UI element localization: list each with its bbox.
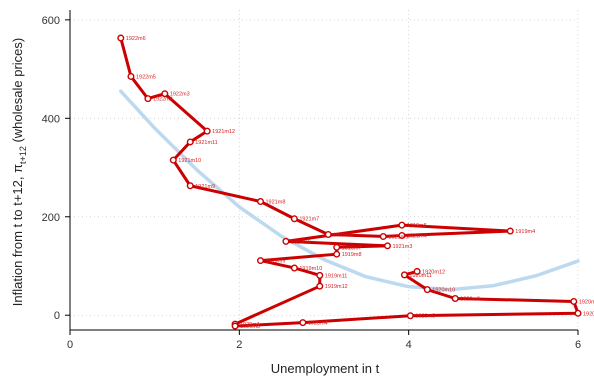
data-label-1920m5: 1920m5	[415, 314, 435, 320]
x-tick-label-2: 2	[236, 339, 242, 351]
data-point-1919m8	[333, 250, 341, 258]
data-point-1921m12	[203, 127, 211, 135]
data-point-1922m3	[161, 90, 169, 98]
data-label-1922m3: 1922m3	[170, 92, 190, 98]
data-label-1922m5: 1922m5	[136, 74, 156, 80]
y-tick-label-600: 600	[42, 15, 60, 27]
data-point-1920m10	[423, 286, 431, 294]
data-point-1921m11	[186, 138, 194, 146]
data-point-1921m10	[169, 156, 177, 164]
data-label-1922m4: 1922m4	[153, 97, 173, 103]
data-label-1922m6: 1922m6	[126, 36, 146, 42]
series-layer	[117, 34, 582, 330]
data-label-1919m4: 1919m4	[515, 229, 535, 235]
data-point-1919m5	[398, 221, 406, 229]
data-label-1921m9: 1921m9	[195, 184, 215, 190]
x-axis-title: Unemployment in t	[271, 361, 380, 376]
data-point-1919m7	[333, 243, 341, 251]
y-tick-label-200: 200	[42, 212, 60, 224]
data-point-1920m12	[413, 267, 421, 275]
data-label-1921m6: 1921m6	[333, 232, 353, 238]
axis-layer: 0 2 4 6 0 200 400 600	[42, 10, 581, 351]
y-axis-title: Inflation from t to t+12, πt+12 (wholesa…	[10, 38, 28, 306]
data-point-1919m10	[290, 264, 298, 272]
data-label-1920m8: 1920m8	[579, 299, 594, 305]
data-label-1920m6: 1920m6	[583, 311, 594, 317]
y-axis-title-main: Inflation from t to t+12, π	[10, 164, 25, 306]
data-point-1921m3	[384, 242, 392, 250]
data-point-1921m9	[186, 182, 194, 190]
data-point-1919m11	[316, 271, 324, 279]
data-label-1919m11: 1919m11	[325, 273, 348, 279]
data-point-1922m5	[127, 72, 135, 80]
data-label-1921m12: 1921m12	[212, 129, 235, 135]
y-axis-title-sub: t+12	[18, 146, 28, 164]
data-label-1921m7: 1921m7	[299, 217, 319, 223]
data-label-1921m5: 1921m5	[388, 234, 408, 240]
data-label-1920m12: 1920m12	[422, 269, 445, 275]
y-tick-label-400: 400	[42, 113, 60, 125]
data-point-1921m4	[398, 231, 406, 239]
x-tick-label-4: 4	[406, 339, 412, 351]
fit-layer	[119, 89, 580, 292]
data-label-1920m3: 1920m3	[240, 324, 260, 330]
data-label-1920m10: 1920m10	[432, 288, 455, 294]
data-point-1921m5	[379, 232, 387, 240]
data-point-1921m6	[324, 230, 332, 238]
data-label-1919m5: 1919m5	[407, 223, 427, 229]
data-point-1919m12	[316, 282, 324, 290]
data-point-1920m9	[451, 294, 459, 302]
data-point-1921m8	[257, 198, 265, 206]
data-label-1920m1: 1920m1	[240, 322, 260, 328]
data-label-1919m9: 1919m9	[266, 259, 286, 265]
data-point-1920m8	[570, 297, 578, 305]
data-point-1922m6	[117, 34, 125, 42]
data-label-1919m6: 1919m6	[291, 239, 311, 245]
data-point-1921m7	[290, 215, 298, 223]
data-point-1920m5	[406, 312, 414, 320]
y-axis-title-tail: (wholesale prices)	[10, 38, 25, 146]
data-point-1922m4	[144, 95, 152, 103]
data-point-1919m9	[257, 257, 265, 265]
x-tick-label-0: 0	[67, 339, 73, 351]
data-label-1919m7: 1919m7	[342, 245, 362, 251]
data-label-1921m10: 1921m10	[178, 158, 201, 164]
data-label-1921m4: 1921m4	[407, 233, 427, 239]
data-label-1921m3: 1921m3	[393, 244, 413, 250]
data-point-1919m4	[506, 227, 514, 235]
data-label-1920m9: 1920m9	[460, 296, 480, 302]
data-label-1921m11: 1921m11	[195, 140, 218, 146]
data-point-1920m11	[400, 271, 408, 279]
fit-curve	[119, 89, 580, 292]
data-label-1919m8: 1919m8	[342, 252, 362, 258]
data-label-1921m8: 1921m8	[266, 200, 286, 206]
data-label-1920m4: 1920m4	[308, 321, 328, 327]
y-tick-label-0: 0	[54, 310, 60, 322]
data-point-1920m4	[299, 319, 307, 327]
data-label-1919m10: 1919m10	[299, 266, 322, 272]
data-label-1920m11: 1920m11	[409, 273, 432, 279]
data-point-1919m6	[282, 237, 290, 245]
data-point-1920m6	[574, 309, 582, 317]
x-tick-label-6: 6	[575, 339, 581, 351]
data-point-1920m3	[231, 322, 239, 330]
data-label-1919m12: 1919m12	[325, 284, 348, 290]
